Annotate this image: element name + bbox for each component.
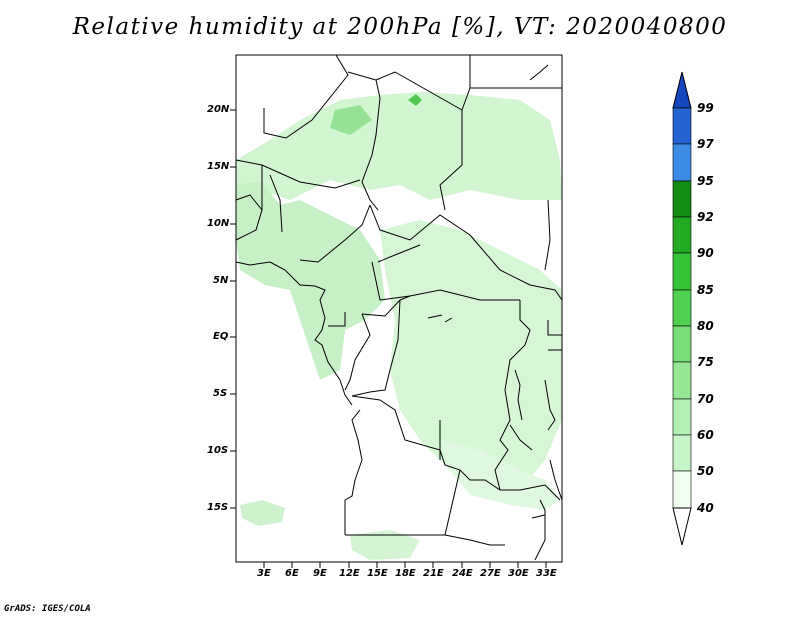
lat-label: 20N	[207, 104, 230, 115]
colorbar-label: 95	[697, 174, 714, 188]
lon-label: 9E	[313, 568, 327, 579]
lon-label: 21E	[423, 568, 444, 579]
lat-label: EQ	[213, 331, 229, 342]
colorbar-label: 80	[697, 319, 714, 333]
colorbar-segment	[672, 180, 692, 218]
colorbar-label: 40	[697, 501, 714, 515]
humidity-patch-se	[350, 530, 420, 560]
colorbar-segment	[672, 434, 692, 472]
lat-label: 10N	[207, 218, 230, 229]
humidity-region-central	[380, 220, 562, 495]
map-title: Relative humidity at 200hPa [%], VT: 202…	[72, 14, 728, 40]
colorbar-label: 85	[697, 283, 714, 297]
lon-label: 3E	[257, 568, 271, 579]
lon-label: 12E	[339, 568, 360, 579]
lon-label: 33E	[536, 568, 557, 579]
lon-label: 27E	[480, 568, 501, 579]
humidity-region-south	[440, 440, 560, 510]
colorbar-label: 92	[697, 210, 714, 224]
colorbar-segment	[672, 398, 692, 436]
colorbar-segment	[672, 143, 692, 182]
colorbar-label: 70	[697, 392, 714, 406]
colorbar-segment	[672, 361, 692, 400]
humidity-field	[236, 92, 562, 560]
lon-label: 15E	[367, 568, 388, 579]
colorbar-segment	[672, 325, 692, 363]
lat-label: 5N	[213, 275, 229, 286]
colorbar-top-arrow	[672, 71, 692, 109]
colorbar-segment	[672, 252, 692, 291]
lat-label: 15N	[207, 161, 230, 172]
lon-label: 24E	[452, 568, 473, 579]
lon-label: 18E	[395, 568, 416, 579]
colorbar-bottom-arrow	[672, 507, 692, 546]
humidity-patch-max	[408, 94, 422, 106]
colorbar-label: 97	[697, 137, 714, 151]
humidity-region-north	[236, 92, 562, 200]
humidity-patch-mid	[330, 105, 372, 135]
colorbar-label: 50	[697, 464, 714, 478]
colorbar-segment	[672, 107, 692, 145]
colorbar-segment	[672, 470, 692, 509]
lat-label: 15S	[207, 502, 229, 513]
lon-label: 6E	[285, 568, 299, 579]
axis-ticks	[230, 109, 547, 568]
colorbar-segment	[672, 289, 692, 327]
humidity-patch-sw	[240, 500, 285, 526]
colorbar-label: 90	[697, 246, 714, 260]
colorbar-label: 75	[697, 355, 714, 369]
colorbar-segment	[672, 216, 692, 254]
humidity-region-west	[236, 182, 385, 380]
map-frame	[235, 54, 563, 563]
colorbar	[672, 71, 692, 546]
lon-label: 30E	[508, 568, 529, 579]
lat-label: 5S	[213, 388, 228, 399]
colorbar-label: 60	[697, 428, 714, 442]
colorbar-label: 99	[697, 101, 714, 115]
grads-credit: GrADS: IGES/COLA	[4, 604, 91, 614]
lat-label: 10S	[207, 445, 229, 456]
